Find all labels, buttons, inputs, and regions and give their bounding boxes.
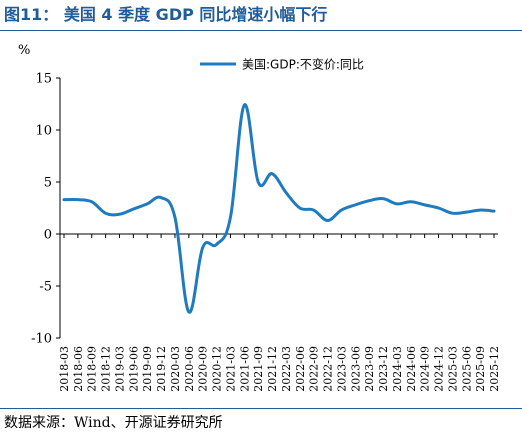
y-unit-label: % bbox=[18, 43, 30, 58]
series-group bbox=[62, 103, 496, 314]
legend: 美国:GDP:不变价:同比 bbox=[200, 57, 364, 72]
source-divider bbox=[0, 408, 522, 409]
x-tick-label: 2023-12 bbox=[377, 346, 390, 392]
source-note: 数据来源：Wind、开源证券研究所 bbox=[4, 415, 223, 431]
x-tick-label: 2020-12 bbox=[211, 346, 224, 392]
y-tick-label: 10 bbox=[35, 124, 52, 139]
x-tick-label: 2022-12 bbox=[322, 346, 335, 392]
x-tick-label: 2020-06 bbox=[183, 346, 196, 392]
y-tick-label: -10 bbox=[31, 332, 52, 347]
x-tick-label: 2019-12 bbox=[155, 346, 168, 392]
y-tick-labels: -10 -5 0 5 10 15 bbox=[31, 72, 52, 347]
x-tick-label: 2023-06 bbox=[349, 346, 362, 392]
x-tick-label: 2018-03 bbox=[58, 346, 71, 392]
x-tick-labels: 2018-03 2018-06 2018-09 2018-12 2019-03 2019-… bbox=[58, 346, 501, 392]
series-line bbox=[62, 103, 496, 314]
y-tick-label: -5 bbox=[39, 280, 52, 295]
title-divider bbox=[0, 30, 522, 31]
x-tick-label: 2019-09 bbox=[141, 346, 154, 392]
figure-title: 图11： 美国 4 季度 GDP 同比增速小幅下行 bbox=[4, 5, 328, 24]
x-tick-label: 2025-06 bbox=[460, 346, 473, 392]
x-tick-label: 2024-03 bbox=[391, 346, 404, 392]
line-chart: -10 -5 0 5 10 15 2018-03 2018-06 2018-09 2018-12… bbox=[18, 43, 501, 392]
x-tick-label: 2022-06 bbox=[294, 346, 307, 392]
x-tick-label: 2019-03 bbox=[113, 346, 126, 392]
x-tick-label: 2025-12 bbox=[488, 346, 501, 392]
x-tick-label: 2023-09 bbox=[363, 346, 376, 392]
y-tick-label: 5 bbox=[44, 176, 52, 191]
x-tick-label: 2022-03 bbox=[280, 346, 293, 392]
x-tick-label: 2025-09 bbox=[474, 346, 487, 392]
x-tick-label: 2021-09 bbox=[252, 346, 265, 392]
x-tick-label: 2021-12 bbox=[266, 346, 279, 392]
x-tick-label: 2024-12 bbox=[433, 346, 446, 392]
x-tick-label: 2018-12 bbox=[100, 346, 113, 392]
y-tick-label: 15 bbox=[35, 72, 52, 87]
x-tick-label: 2021-06 bbox=[238, 346, 251, 392]
x-tick-label: 2021-03 bbox=[224, 346, 237, 392]
x-tick-label: 2024-09 bbox=[419, 346, 432, 392]
x-tick-label: 2022-09 bbox=[308, 346, 321, 392]
x-tick-label: 2018-06 bbox=[72, 346, 85, 392]
x-tick-label: 2018-09 bbox=[86, 346, 99, 392]
x-tick-label: 2019-06 bbox=[127, 346, 140, 392]
x-tick-label: 2024-06 bbox=[405, 346, 418, 392]
legend-label: 美国:GDP:不变价:同比 bbox=[242, 57, 364, 72]
chart-axes bbox=[56, 77, 498, 339]
y-tick-label: 0 bbox=[44, 228, 52, 243]
x-tick-label: 2020-09 bbox=[197, 346, 210, 392]
x-tick-label: 2025-03 bbox=[446, 346, 459, 392]
x-tick-label: 2023-03 bbox=[335, 346, 348, 392]
x-tick-label: 2020-03 bbox=[169, 346, 182, 392]
